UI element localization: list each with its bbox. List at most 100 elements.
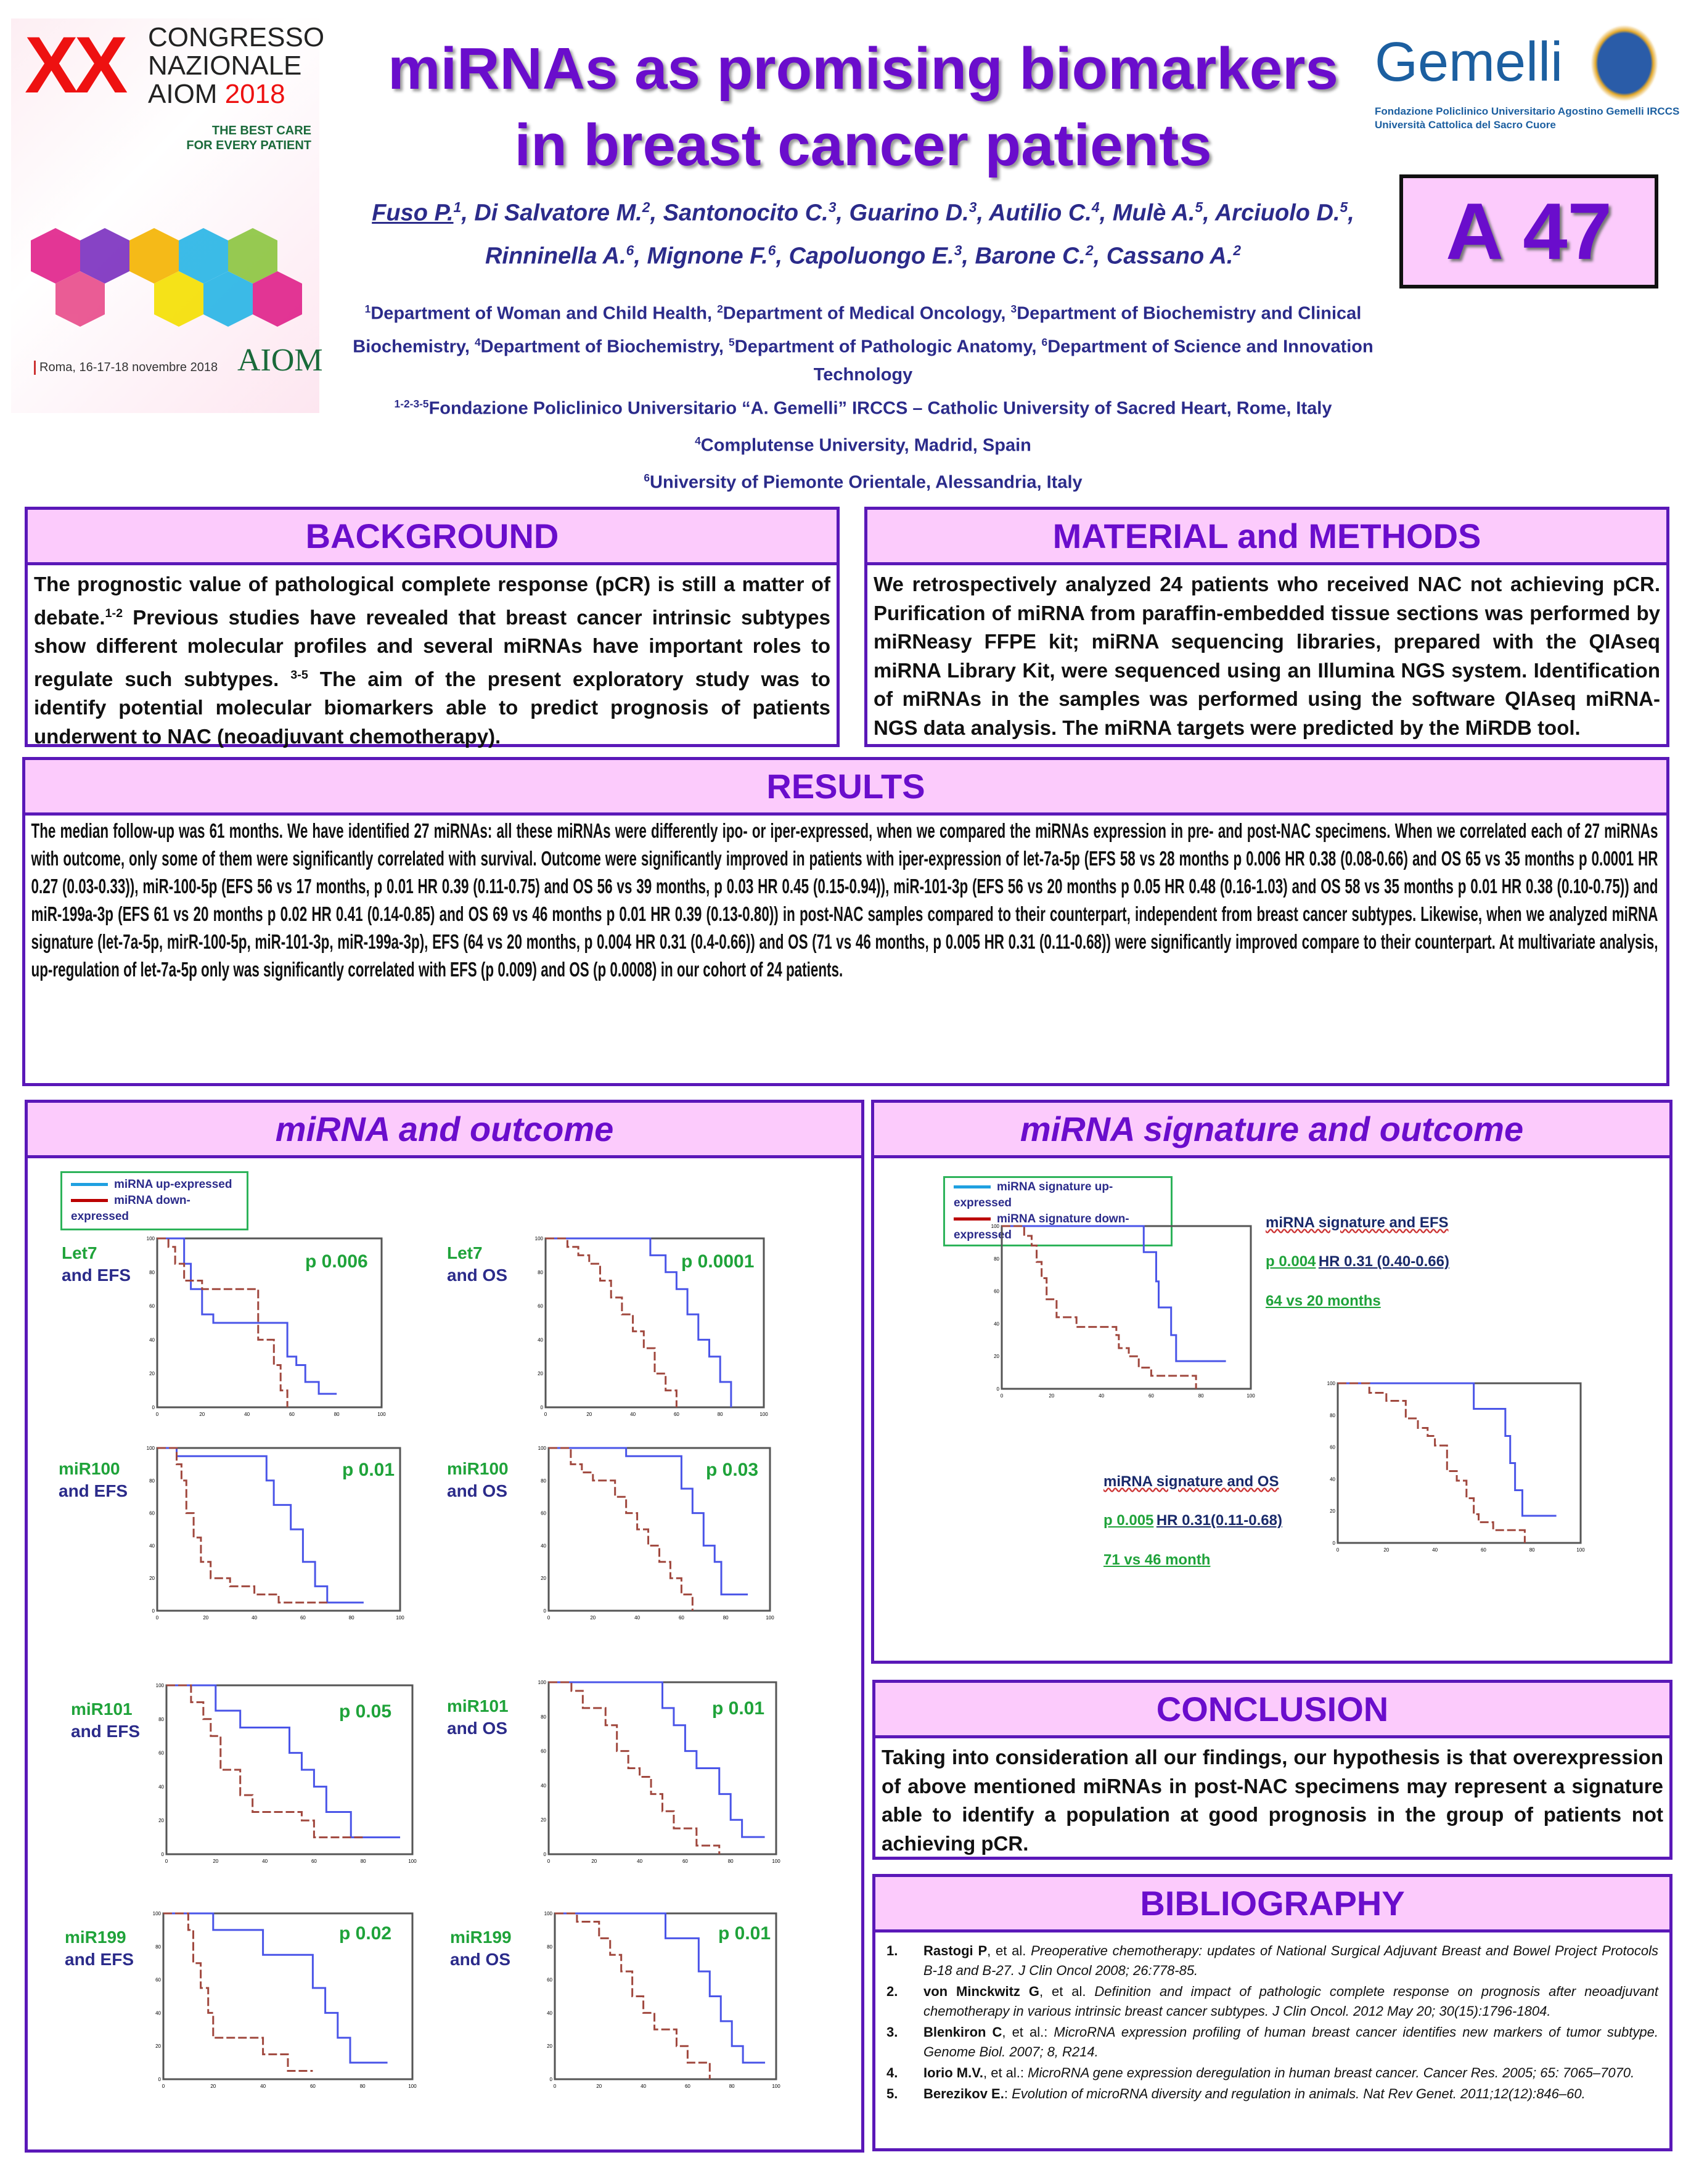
km-plot: 00 20 20 40 40 60 60 80 80 100 100 — [538, 1446, 775, 1621]
affiliation-department: Department of Woman and Child Health, — [371, 303, 718, 324]
x-tick-label: 80 — [1198, 1393, 1204, 1399]
x-tick-label: 40 — [1432, 1547, 1438, 1553]
plot-p-value: p 0.03 — [706, 1460, 759, 1480]
bib-number: 5. — [886, 2086, 898, 2101]
y-tick-label: 100 — [156, 1683, 165, 1688]
author-name: Fuso P. — [372, 200, 454, 226]
x-tick-label: 20 — [590, 1615, 596, 1621]
km-plot: 00 20 20 40 40 60 60 80 80 100 100 — [147, 1236, 387, 1417]
author-affiliation-number: 2 — [642, 199, 650, 215]
affiliation-department: Department of Biochemistry, — [480, 337, 729, 357]
y-tick-label: 20 — [155, 2043, 161, 2049]
x-tick-label: 20 — [596, 2084, 602, 2089]
y-tick-label: 20 — [994, 1354, 999, 1359]
y-tick-label: 40 — [547, 2010, 552, 2016]
plot-frame — [1001, 1225, 1252, 1390]
plot-frame — [156, 1237, 383, 1409]
methods-section: MATERIAL and METHODS We retrospectively … — [864, 507, 1669, 747]
y-tick-label: 80 — [541, 1478, 546, 1484]
survival-curve-up — [166, 1684, 401, 1839]
x-tick-label: 100 — [408, 1859, 417, 1864]
y-tick-label: 60 — [155, 1977, 161, 1983]
y-tick-label: 0 — [544, 1852, 547, 1857]
plot-p-value: p 0.02 — [339, 1923, 392, 1944]
y-tick-label: 100 — [147, 1446, 155, 1451]
plot-label: Let7 and EFS — [62, 1242, 131, 1286]
plot-label: Let7 and OS — [447, 1242, 507, 1286]
conclusion-heading: CONCLUSION — [875, 1683, 1669, 1738]
y-tick-label: 40 — [155, 2010, 161, 2016]
conclusion-section: CONCLUSION Taking into consideration all… — [872, 1680, 1672, 1860]
results-heading: RESULTS — [25, 760, 1666, 816]
bib-etal: : — [1004, 2086, 1012, 2101]
x-tick-label: 0 — [547, 1859, 551, 1864]
survival-curve-up — [157, 1237, 337, 1395]
survival-curve-down — [1002, 1225, 1197, 1389]
x-tick-label: 100 — [772, 1859, 780, 1864]
mirna-outcome-heading: miRNA and outcome — [28, 1103, 861, 1158]
plot-label: miR101 and OS — [447, 1695, 509, 1740]
author-affiliation-number: 6 — [626, 242, 634, 258]
x-tick-label: 40 — [641, 2084, 646, 2089]
congress-logo — [11, 18, 319, 413]
bibliography-item: 4. Iorio M.V., et al.: MicroRNA gene expr… — [886, 2063, 1658, 2083]
plot-frame — [547, 1447, 771, 1612]
y-tick-label: 60 — [149, 1511, 155, 1516]
author-affiliation-number: 3 — [828, 199, 837, 215]
y-tick-label: 80 — [1330, 1413, 1335, 1418]
plot-frame — [156, 1447, 401, 1612]
results-section: RESULTS The median follow-up was 61 mont… — [22, 757, 1669, 1086]
author-affiliation-number: 5 — [1195, 199, 1203, 215]
plot-label: miR101 and EFS — [71, 1698, 140, 1743]
plot-label-endpoint: and OS — [450, 1950, 511, 1969]
x-tick-label: 80 — [360, 2084, 366, 2089]
x-tick-label: 40 — [634, 1615, 640, 1621]
y-tick-label: 80 — [538, 1270, 543, 1275]
x-tick-label: 40 — [637, 1859, 642, 1864]
km-plot: 00 20 20 40 40 60 60 80 80 100 100 — [991, 1224, 1256, 1399]
y-tick-label: 20 — [538, 1371, 543, 1376]
poster-number-badge: A 47 — [1399, 174, 1658, 288]
survival-curve-up — [549, 1447, 748, 1596]
survival-curve-up — [157, 1447, 364, 1604]
y-tick-label: 0 — [152, 1608, 155, 1614]
y-tick-label: 20 — [149, 1576, 155, 1581]
bib-citation: MicroRNA expression profiling of human b… — [923, 2024, 1658, 2059]
y-tick-label: 40 — [541, 1783, 546, 1788]
survival-curve-up — [163, 1912, 388, 2064]
km-plot: 00 20 20 40 40 60 60 80 80 100 100 — [147, 1446, 405, 1621]
background-heading: BACKGROUND — [28, 510, 837, 565]
plot-frame — [544, 1237, 765, 1409]
plot-label-mirna: Let7 — [62, 1243, 97, 1262]
y-tick-label: 40 — [149, 1543, 155, 1548]
sig-os-title: miRNA signature and OS — [1103, 1473, 1279, 1490]
x-tick-label: 60 — [300, 1615, 306, 1621]
congress-tagline: THE BEST CARE FOR EVERY PATIENT — [186, 124, 311, 152]
bibliography-item: 5. Berezikov E.: Evolution of microRNA di… — [886, 2084, 1658, 2104]
x-tick-label: 0 — [162, 2084, 165, 2089]
affiliation-gemelli: 1-2-3-5Fondazione Policlinico Universita… — [394, 398, 1332, 419]
congress-name: CONGRESSO NAZIONALE AIOM 2018 — [148, 22, 325, 109]
x-tick-label: 80 — [723, 1615, 729, 1621]
y-tick-label: 80 — [541, 1714, 546, 1720]
survival-curve-down — [549, 1681, 721, 1854]
bib-text: Iorio M.V., et al.: MicroRNA gene expres… — [923, 2063, 1634, 2083]
bib-number: 4. — [886, 2065, 898, 2080]
y-tick-label: 100 — [538, 1680, 547, 1685]
plot-label-endpoint: and EFS — [59, 1481, 128, 1500]
bibliography-item: 2. von Minckwitz G, et al. Definition and… — [886, 1982, 1658, 2021]
x-tick-label: 20 — [210, 2084, 216, 2089]
survival-curve-down — [157, 1447, 327, 1604]
affiliation-number: 5 — [728, 335, 735, 348]
y-tick-label: 100 — [153, 1911, 162, 1916]
bibliography-item: 3. Blenkiron C, et al.: MicroRNA expressi… — [886, 2022, 1658, 2062]
x-tick-label: 20 — [1383, 1547, 1389, 1553]
y-tick-label: 0 — [541, 1405, 544, 1410]
affiliation-department: Department of Science and Innovation Tec… — [813, 337, 1374, 385]
y-tick-label: 80 — [149, 1270, 155, 1275]
x-tick-label: 100 — [766, 1615, 774, 1621]
x-tick-label: 60 — [682, 1859, 688, 1864]
y-tick-label: 20 — [541, 1817, 546, 1823]
congress-hexagon-graphic — [31, 228, 302, 327]
y-tick-label: 100 — [544, 1911, 553, 1916]
